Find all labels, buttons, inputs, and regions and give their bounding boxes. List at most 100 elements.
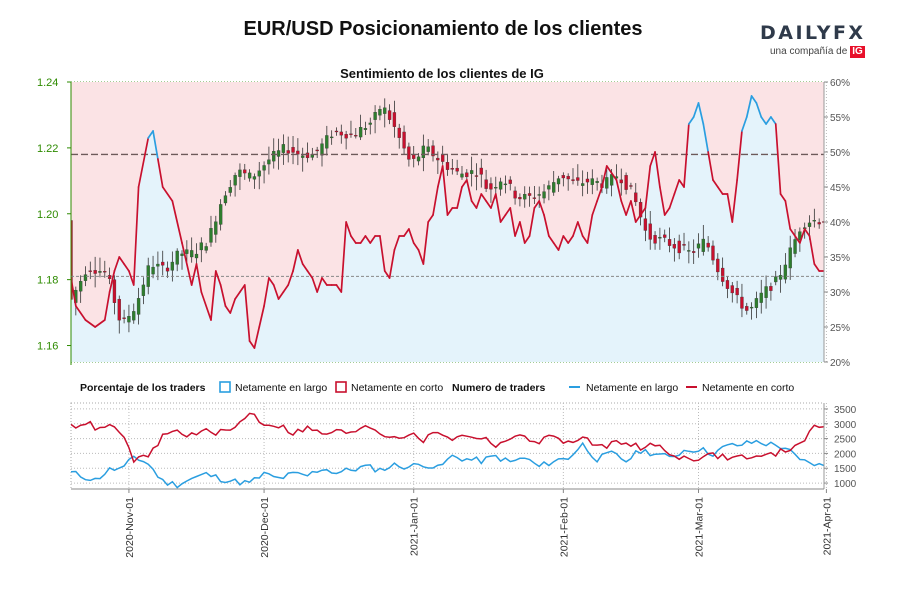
price-candle: [383, 98, 387, 128]
price-candle: [663, 229, 667, 243]
sentiment-line-segment: [538, 200, 545, 216]
sentiment-tick-label: 45%: [830, 183, 850, 194]
sentiment-line-segment: [634, 214, 642, 223]
candle-body: [107, 275, 112, 279]
sentiment-line-segment: [755, 102, 763, 118]
sentiment-line-segment: [702, 123, 710, 153]
price-candle: [228, 180, 232, 197]
sentiment-line-segment: [272, 284, 280, 300]
count-tick-label: 3000: [834, 420, 857, 431]
candle-body: [764, 286, 768, 298]
candle-body: [730, 285, 734, 294]
sentiment-line-segment: [620, 200, 627, 216]
candle-body: [643, 218, 648, 231]
sentiment-line-segment: [596, 186, 603, 202]
candle-body: [556, 178, 561, 185]
candle-body: [513, 190, 517, 199]
legend-label-short-pct: Netamente en corto: [351, 382, 443, 394]
candle-body: [469, 170, 474, 174]
candle-body: [88, 270, 92, 272]
net-long-area: [71, 96, 824, 362]
candle-body: [508, 179, 512, 184]
price-candle: [745, 302, 749, 315]
price-candle: [576, 164, 580, 186]
sentiment-line-segment: [369, 235, 376, 244]
sentiment-line-segment: [591, 200, 598, 216]
sentiment-line-segment: [649, 151, 656, 167]
legend-swatch-short-pct: [335, 381, 347, 393]
candle-body: [262, 165, 266, 171]
candle-body: [223, 195, 228, 204]
sentiment-line-segment: [379, 235, 386, 272]
sentiment-line-segment: [335, 284, 343, 293]
candle-body: [783, 264, 788, 280]
date-tick-label: 2021-Apr-01: [821, 497, 833, 556]
sentiment-line-segment: [586, 214, 594, 244]
sentiment-line-segment: [567, 235, 574, 244]
price-candle: [503, 175, 508, 194]
price-candle: [788, 235, 792, 280]
price-candle: [185, 240, 189, 262]
sentiment-line-segment: [799, 228, 806, 244]
price-candle: [214, 215, 218, 243]
sentiment-line-segment: [359, 235, 367, 244]
sentiment-line-segment: [760, 116, 767, 125]
sentiment-line-segment: [726, 193, 734, 223]
candle-body: [334, 130, 339, 133]
sentiment-tick-label: 60%: [830, 78, 850, 89]
sentiment-line-segment: [258, 305, 265, 328]
price-candle: [190, 237, 194, 263]
net-long-count-line: [71, 439, 824, 489]
sentiment-line-segment: [716, 186, 724, 195]
price-candle: [682, 232, 686, 251]
candle-body: [214, 221, 218, 235]
sentiment-line-segment: [200, 291, 212, 321]
sentiment-line-segment: [601, 165, 608, 188]
price-candle: [730, 281, 734, 303]
price-candle: [373, 105, 377, 134]
candle-body: [349, 133, 353, 135]
price-tick-label: 1.18: [37, 275, 58, 287]
sentiment-line-segment: [316, 277, 323, 293]
sentiment-line-segment: [663, 207, 671, 216]
candle-body: [156, 263, 160, 267]
price-candle: [330, 130, 334, 145]
price-candle: [334, 127, 339, 136]
candle-body: [677, 240, 681, 254]
price-candle: [764, 275, 768, 309]
price-candle: [291, 135, 295, 165]
sentiment-line-segment: [625, 200, 632, 216]
sentiment-line-segment: [306, 270, 314, 279]
price-candle: [687, 241, 691, 264]
legend-label-short-count: Netamente en corto: [702, 382, 794, 394]
price-candle: [769, 282, 773, 301]
price-candle: [325, 125, 329, 156]
candle-body: [315, 149, 319, 152]
dailyfx-logo: DAILYFX una compañía de IG: [760, 22, 870, 58]
price-candle: [107, 267, 112, 285]
price-candle: [421, 134, 426, 172]
price-candle: [286, 136, 290, 163]
candle-body: [537, 194, 541, 196]
sentiment-line-segment: [287, 270, 294, 286]
candle-body: [658, 236, 662, 239]
price-candle: [243, 163, 247, 180]
candle-body: [822, 221, 824, 223]
sentiment-line-segment: [243, 284, 251, 342]
candle-body: [754, 298, 759, 308]
sentiment-line-segment: [794, 235, 801, 244]
candle-body: [71, 220, 73, 300]
candle-body: [281, 144, 286, 153]
candle-body: [518, 197, 522, 200]
price-candle: [523, 186, 527, 208]
legend-label-long-pct: Netamente en largo: [235, 382, 327, 394]
price-candle: [218, 199, 223, 231]
price-candle: [696, 233, 701, 258]
price-candle: [561, 172, 565, 187]
price-candle: [720, 257, 725, 287]
candle-body: [426, 146, 430, 152]
price-candle: [315, 146, 319, 158]
sentiment-line-segment: [668, 193, 676, 209]
sentiment-line-segment: [697, 102, 705, 125]
sentiment-line-segment: [779, 193, 787, 202]
